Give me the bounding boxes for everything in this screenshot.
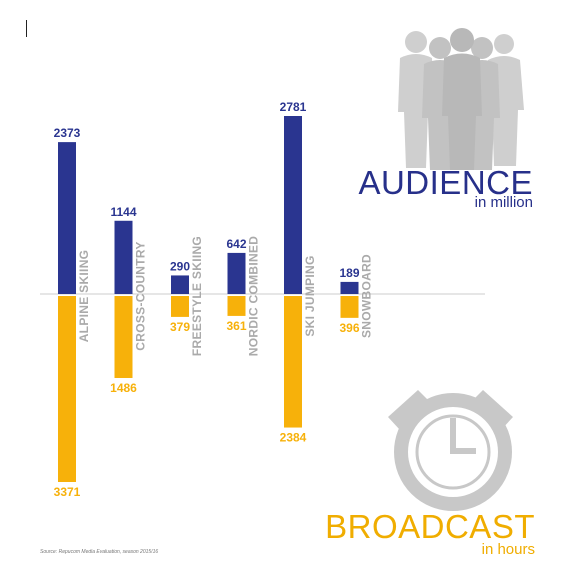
source-note: Source: Repucom Media Evaluation, season…: [40, 549, 159, 555]
category-label: CROSS-COUNTRY: [134, 241, 148, 350]
audience-subtitle: in million: [474, 194, 533, 211]
broadcast-value-label: 396: [339, 321, 359, 335]
broadcast-value-label: 3371: [54, 485, 81, 499]
audience-bar: [171, 275, 189, 294]
broadcast-title: BROADCAST: [325, 508, 535, 545]
stopwatch-icon: [388, 390, 513, 511]
audience-bar: [340, 281, 359, 294]
audience-bar: [227, 252, 246, 294]
audience-value-label: 189: [339, 266, 359, 280]
audience-bar: [284, 116, 302, 294]
broadcast-bar: [284, 296, 302, 428]
category-label: SKI JUMPING: [303, 255, 317, 336]
audience-value-label: 1144: [110, 205, 136, 219]
broadcast-value-label: 1486: [110, 381, 137, 395]
audience-bar: [58, 142, 76, 294]
text-cursor: [26, 20, 27, 37]
broadcast-bar: [114, 296, 133, 378]
audience-value-label: 642: [226, 237, 246, 251]
audience-title: AUDIENCE: [358, 164, 533, 201]
broadcast-value-label: 379: [170, 320, 190, 334]
category-label: FREESTYLE SKIING: [190, 236, 204, 356]
broadcast-bar: [227, 296, 246, 316]
audience-value-label: 2373: [54, 126, 81, 140]
broadcast-bar: [340, 296, 359, 318]
broadcast-bar: [58, 296, 76, 482]
category-label: ALPINE SKIING: [77, 250, 91, 343]
category-label: NORDIC COMBINED: [247, 236, 261, 357]
audience-bar: [114, 220, 133, 294]
people-group-icon: [398, 28, 524, 170]
broadcast-subtitle: in hours: [481, 541, 535, 558]
audience-value-label: 2781: [280, 100, 307, 114]
broadcast-value-label: 2384: [280, 431, 307, 445]
category-label: SNOWBOARD: [360, 254, 374, 338]
broadcast-value-label: 361: [226, 319, 246, 333]
broadcast-bar: [171, 296, 189, 317]
audience-value-label: 290: [170, 259, 190, 273]
